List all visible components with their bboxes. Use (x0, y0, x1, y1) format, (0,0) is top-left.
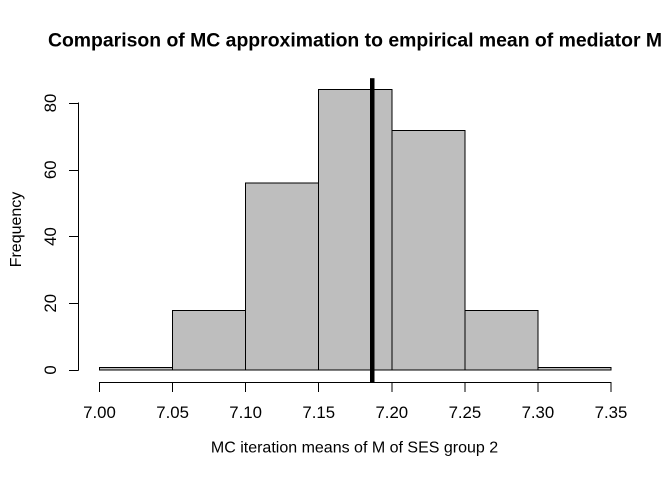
svg-text:Frequency: Frequency (8, 192, 25, 268)
svg-text:7.10: 7.10 (229, 403, 262, 422)
svg-text:7.00: 7.00 (83, 403, 116, 422)
svg-text:MC iteration means of M of SES: MC iteration means of M of SES group 2 (211, 440, 498, 457)
svg-text:7.05: 7.05 (156, 403, 189, 422)
svg-text:40: 40 (41, 227, 60, 246)
svg-text:0: 0 (41, 365, 60, 374)
svg-text:7.30: 7.30 (522, 403, 555, 422)
svg-text:7.20: 7.20 (375, 403, 408, 422)
svg-text:60: 60 (41, 160, 60, 179)
svg-text:7.35: 7.35 (595, 403, 628, 422)
svg-text:7.25: 7.25 (449, 403, 482, 422)
svg-text:7.15: 7.15 (302, 403, 335, 422)
svg-text:80: 80 (41, 94, 60, 113)
svg-text:20: 20 (41, 294, 60, 313)
svg-text:Comparison of MC approximation: Comparison of MC approximation to empiri… (48, 29, 662, 51)
